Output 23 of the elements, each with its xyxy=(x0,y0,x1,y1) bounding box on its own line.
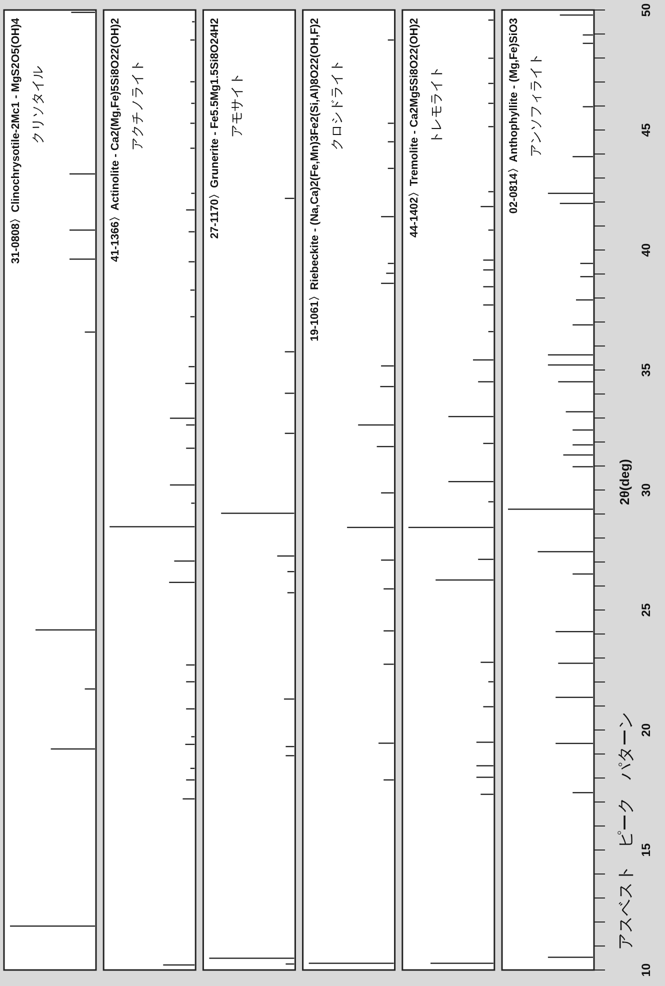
text: 44-1402〉Tremolite - Ca2Mg5Si8O22(OH)2 xyxy=(407,18,420,238)
text: アンソフィライト xyxy=(528,53,543,157)
text: クリソタイル xyxy=(30,66,45,144)
y-tick-label: 20 xyxy=(639,723,653,737)
text: 31-0808〉Clinochrysotile-2Mc1 - MgS2O5(OH)4 xyxy=(9,17,22,264)
text: アモサイト xyxy=(229,72,244,138)
y-tick-label: 10 xyxy=(639,963,653,977)
text: 27-1170〉Grunerite - Fe5.5Mg1.5Si8O24H2 xyxy=(208,18,222,239)
text: 41-1366〉Actinolite - Ca2(Mg,Fe)5Si8O22(OH)2 xyxy=(108,18,122,262)
text: トレモライト xyxy=(428,66,444,144)
y-tick-label: 45 xyxy=(639,123,653,137)
y-tick-label: 35 xyxy=(639,363,653,377)
text: クロシドライト xyxy=(328,60,344,150)
y-tick-label: 40 xyxy=(639,243,653,257)
y-tick-label: 50 xyxy=(639,3,653,17)
y-tick-label: 30 xyxy=(639,483,653,497)
text: アスベスト ピーク パターン xyxy=(616,712,635,950)
y-tick-label: 15 xyxy=(639,843,653,857)
y-axis-title: 2θ(deg) xyxy=(617,458,632,506)
text: アクチノライト xyxy=(130,60,145,150)
text: 02-0814〉Anthophyllite - (Mg,Fe)SiO3 xyxy=(507,18,520,214)
y-tick-label: 25 xyxy=(639,603,653,617)
text: 19-1061〉Riebeckite - (Na,Ca)2(Fe,Mn)3Fe2(Si,Al)8O22(OH,F)2 xyxy=(308,18,321,342)
